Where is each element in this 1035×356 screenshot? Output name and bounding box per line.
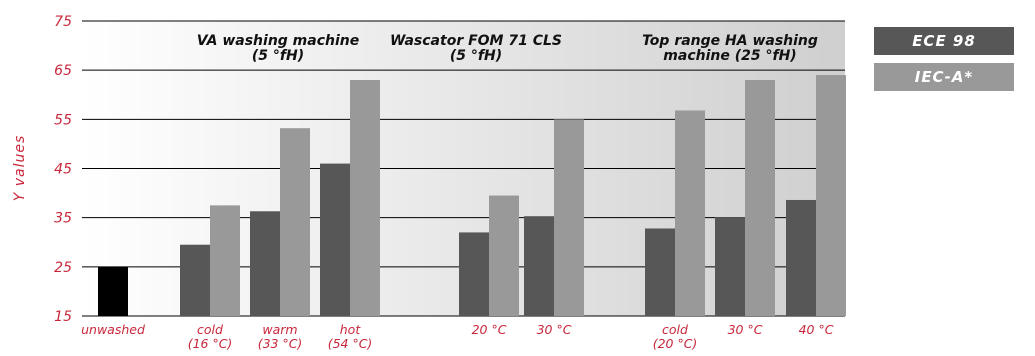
x-tick-label: warm (33 °C) <box>258 322 303 351</box>
group-label: Wascator FOM 71 CLS (5 °fH) <box>390 33 562 64</box>
bar-iec-a <box>675 110 705 316</box>
bar-ece98 <box>250 211 280 316</box>
bar-ece98 <box>180 244 210 316</box>
bar-iec-a <box>816 75 846 316</box>
bar-iec-a <box>210 205 240 316</box>
legend-iec-a: IEC-A* <box>874 63 1014 91</box>
legend-ece98: ECE 98 <box>874 27 1014 55</box>
x-tick-label: 20 °C <box>472 322 507 337</box>
legend-iec-a-label: IEC-A* <box>914 68 974 86</box>
group-label: Top range HA washing machine (25 °fH) <box>642 33 818 64</box>
bar-ece98 <box>645 228 675 316</box>
bar-iec-a <box>350 80 380 316</box>
x-tick-label: unwashed <box>81 322 145 337</box>
bar-iec-a <box>489 195 519 316</box>
x-tick-label: 30 °C <box>728 322 763 337</box>
y-tick-label: 75 <box>54 14 72 30</box>
y-tick-label: 25 <box>54 260 72 276</box>
x-tick-label: hot (54 °C) <box>328 322 373 351</box>
y-tick-label: 15 <box>54 309 72 325</box>
y-tick-label: 55 <box>54 112 72 128</box>
bar-ece98 <box>524 216 554 316</box>
y-tick-label: 35 <box>54 211 72 227</box>
bar-ece98 <box>715 217 745 316</box>
x-tick-label: 30 °C <box>537 322 572 337</box>
legend-ece98-label: ECE 98 <box>912 32 976 50</box>
bar-unwashed <box>98 266 128 316</box>
x-tick-label: cold (20 °C) <box>653 322 698 351</box>
group-label: VA washing machine (5 °fH) <box>197 33 360 64</box>
chart: 15 25 35 45 55 65 75 unwashed cold (16 °C) warm (3… <box>12 14 846 351</box>
x-tick-label: cold (16 °C) <box>188 322 233 351</box>
bar-iec-a <box>745 80 775 316</box>
y-ticks: 15 25 35 45 55 65 75 <box>54 14 72 325</box>
group-labels: VA washing machine (5 °fH) Wascator FOM 71… <box>197 33 818 64</box>
x-labels: unwashed cold (16 °C) warm (33 °C) hot (54 °C)… <box>81 322 834 351</box>
bar-ece98 <box>459 232 489 316</box>
bar-iec-a <box>280 128 310 316</box>
y-axis-label: Y values <box>12 135 28 202</box>
bars <box>98 75 846 316</box>
bar-iec-a <box>554 119 584 316</box>
bar-ece98 <box>786 199 816 316</box>
x-tick-label: 40 °C <box>799 322 834 337</box>
bar-ece98 <box>320 163 350 316</box>
y-tick-label: 65 <box>54 63 72 79</box>
y-tick-label: 45 <box>54 162 72 178</box>
